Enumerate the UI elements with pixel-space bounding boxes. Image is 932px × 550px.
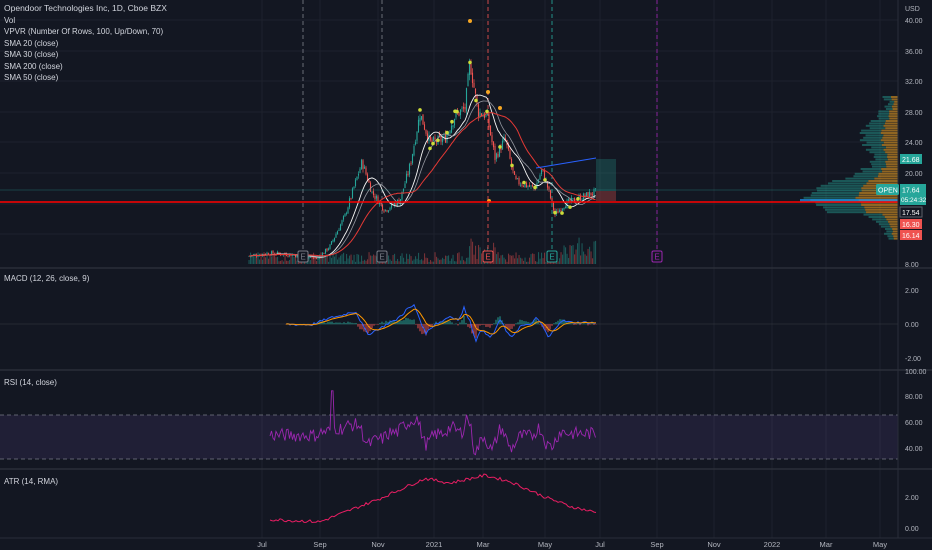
time-axis-label: May	[538, 540, 552, 549]
earnings-marker-box	[651, 250, 663, 263]
macd-axis-label: -2.00	[905, 356, 921, 363]
legend-sma20[interactable]: SMA 20 (close)	[4, 38, 59, 48]
earnings-marker-box	[546, 250, 558, 263]
price-axis-label: 32.00	[905, 79, 923, 86]
rsi-pane	[0, 390, 898, 460]
legend-sma30[interactable]: SMA 30 (close)	[4, 50, 59, 59]
time-axis-label: Nov	[371, 540, 385, 549]
macd-pane	[0, 303, 898, 343]
price-badge-text: 16.14	[902, 233, 920, 240]
price-badge	[900, 219, 922, 229]
time-axis-label: 2022	[764, 540, 781, 549]
ticker-badge-text: OPEN	[878, 188, 898, 195]
current-price-badge	[900, 184, 926, 205]
time-axis-label: Mar	[820, 540, 833, 549]
price-badge-text: 16.30	[902, 222, 920, 229]
macd-axis-label: 0.00	[905, 322, 919, 329]
rsi-axis-label: 60.00	[905, 420, 923, 427]
earnings-marker-box	[376, 250, 388, 263]
price-axis-label: 28.00	[905, 110, 923, 117]
atr-axis-label: 2.00	[905, 495, 919, 502]
earnings-marker: E	[549, 253, 554, 262]
position-target-zone	[596, 159, 616, 191]
time-axis-label: Jul	[595, 540, 605, 549]
earnings-marker: E	[654, 253, 659, 262]
earnings-marker: E	[379, 253, 384, 262]
main-legend: Opendoor Technologies Inc, 1D, Cboe BZX …	[4, 3, 167, 84]
rsi-axis-label: 80.00	[905, 394, 923, 401]
price-badge-text: 17.54	[902, 210, 920, 217]
price-axis-label: 8.00	[905, 262, 919, 269]
earnings-marker: E	[485, 253, 490, 262]
price-badge	[900, 230, 922, 240]
ticker-badge	[876, 184, 899, 195]
legend-macd[interactable]: MACD (12, 26, close, 9)	[4, 274, 90, 283]
symbol-title[interactable]: Opendoor Technologies Inc, 1D, Cboe BZX	[4, 3, 167, 13]
atr-axis-label: 0.00	[905, 526, 919, 533]
earnings-marker-box	[482, 250, 494, 263]
price-badge	[899, 206, 923, 218]
rsi-axis-label: 100.00	[905, 369, 927, 376]
time-axis-label: Sep	[313, 540, 326, 549]
price-axis-label: 40.00	[905, 18, 923, 25]
time-axis-label: May	[873, 540, 887, 549]
atr-pane	[269, 473, 597, 524]
time-axis-label: Nov	[707, 540, 721, 549]
trend-line	[535, 157, 597, 169]
legend-sma200[interactable]: SMA 200 (close)	[4, 61, 63, 71]
legend-vol[interactable]: Vol	[4, 15, 16, 25]
time-axis-label: Jul	[257, 540, 267, 549]
legend-vpvr[interactable]: VPVR (Number Of Rows, 100, Up/Down, 70)	[4, 27, 164, 36]
price-axis-label: 36.00	[905, 49, 923, 56]
earnings-marker: E	[300, 253, 305, 262]
time-axis-label: Mar	[477, 540, 490, 549]
legend-rsi[interactable]: RSI (14, close)	[4, 378, 57, 387]
price-axis-label: 20.00	[905, 171, 923, 178]
currency-label: USD	[905, 6, 920, 13]
earnings-marker-box	[297, 250, 309, 263]
rsi-axis-label: 40.00	[905, 446, 923, 453]
legend-atr[interactable]: ATR (14, RMA)	[4, 477, 59, 486]
time-axis-label: 2021	[426, 540, 443, 549]
position-stop-zone	[596, 191, 616, 201]
time-axis-label: Sep	[650, 540, 663, 549]
pane-separators[interactable]	[0, 267, 932, 470]
price-badge-text: 21.68	[902, 157, 920, 164]
price-badge	[900, 154, 922, 164]
legend-sma50[interactable]: SMA 50 (close)	[4, 73, 59, 82]
price-axis-label: 24.00	[905, 140, 923, 147]
bar-countdown: 05:24:32	[901, 197, 927, 204]
macd-axis-label: 2.00	[905, 288, 919, 295]
current-price: 17.64	[902, 188, 920, 195]
